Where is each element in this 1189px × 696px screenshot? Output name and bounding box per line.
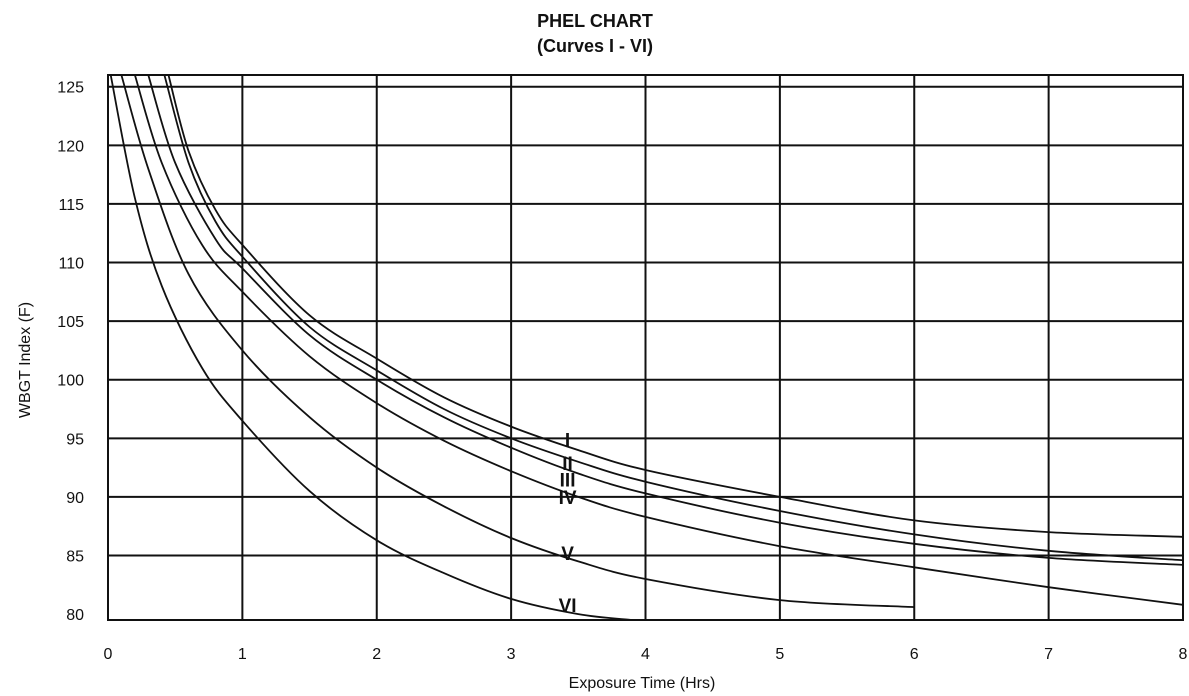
x-tick-label: 3 (507, 646, 516, 663)
y-tick-label: 90 (66, 490, 84, 507)
curve-label-v: V (561, 544, 574, 565)
x-tick-label: 6 (910, 646, 919, 663)
curve-label-i: I (565, 431, 570, 452)
y-tick-label: 105 (57, 314, 84, 331)
y-axis-label: WBGT Index (F) (17, 302, 34, 418)
x-axis-label: Exposure Time (Hrs) (569, 675, 716, 692)
x-axis-ticks: 0 1 2 3 4 5 6 7 8 (104, 646, 1188, 663)
curve-iii (147, 75, 1183, 566)
x-tick-label: 2 (372, 646, 381, 663)
y-tick-label: 120 (57, 138, 84, 155)
curve-label-iv: IV (559, 488, 577, 509)
curve-ii (163, 75, 1183, 562)
y-tick-label: 115 (58, 197, 84, 214)
x-tick-label: 8 (1179, 646, 1188, 663)
y-tick-label: 95 (66, 431, 84, 448)
chart-title: PHEL CHART (537, 11, 653, 31)
curve-iv (134, 75, 1183, 606)
curve-label-ii: II (562, 454, 573, 475)
curve-label-vi: VI (559, 596, 577, 617)
y-tick-label: 100 (57, 373, 84, 390)
curve-v (120, 75, 915, 608)
y-tick-label: 110 (58, 256, 84, 273)
curve-vi (109, 75, 633, 620)
chart-subtitle: (Curves I - VI) (537, 36, 653, 56)
x-tick-label: 0 (104, 646, 113, 663)
x-tick-label: 5 (775, 646, 784, 663)
x-tick-label: 4 (641, 646, 650, 663)
y-tick-label: 125 (57, 80, 84, 97)
curve-label-iii: III (560, 470, 576, 491)
x-tick-label: 1 (238, 646, 247, 663)
y-tick-label: 80 (66, 607, 84, 624)
grid (107, 74, 1184, 621)
y-tick-label: 85 (66, 549, 84, 566)
y-axis-ticks: 80 85 90 95 100 105 110 115 120 125 (57, 80, 84, 624)
curve-i (167, 75, 1183, 538)
curves (109, 75, 1183, 620)
x-tick-label: 7 (1044, 646, 1053, 663)
